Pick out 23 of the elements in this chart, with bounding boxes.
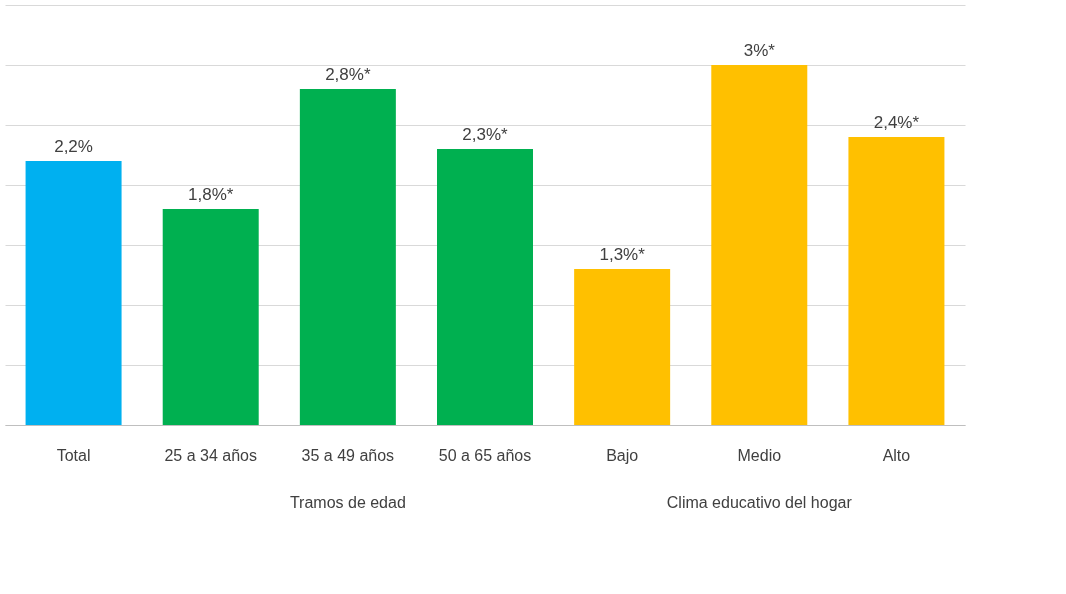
data-label: 1,8%*	[188, 185, 234, 204]
bar	[848, 137, 945, 425]
bar	[437, 149, 533, 425]
data-label: 2,4%*	[873, 113, 920, 132]
data-label: 1,3%*	[599, 245, 646, 264]
bar	[574, 269, 671, 425]
bar	[25, 161, 122, 425]
x-tick-label: 35 a 49 años	[301, 446, 395, 464]
data-label: 3%*	[743, 41, 776, 60]
x-tick-label: 25 a 34 años	[164, 446, 257, 464]
text: Clima educativo del hogar	[666, 494, 853, 511]
x-tick-label: Alto	[882, 446, 911, 464]
data-label: 2,2%	[54, 137, 93, 156]
x-tick-label: Total	[56, 446, 91, 464]
bar	[711, 65, 808, 425]
bar	[162, 209, 259, 425]
x-tick-label: Bajo	[606, 446, 639, 464]
text: Tramos de edad	[289, 494, 406, 511]
data-label: 2,8%*	[325, 65, 371, 84]
x-tick-label: 50 a 65 años	[438, 446, 532, 464]
x-tick-label: Medio	[737, 446, 782, 464]
bar	[299, 89, 396, 425]
data-label: 2,3%*	[462, 125, 509, 144]
